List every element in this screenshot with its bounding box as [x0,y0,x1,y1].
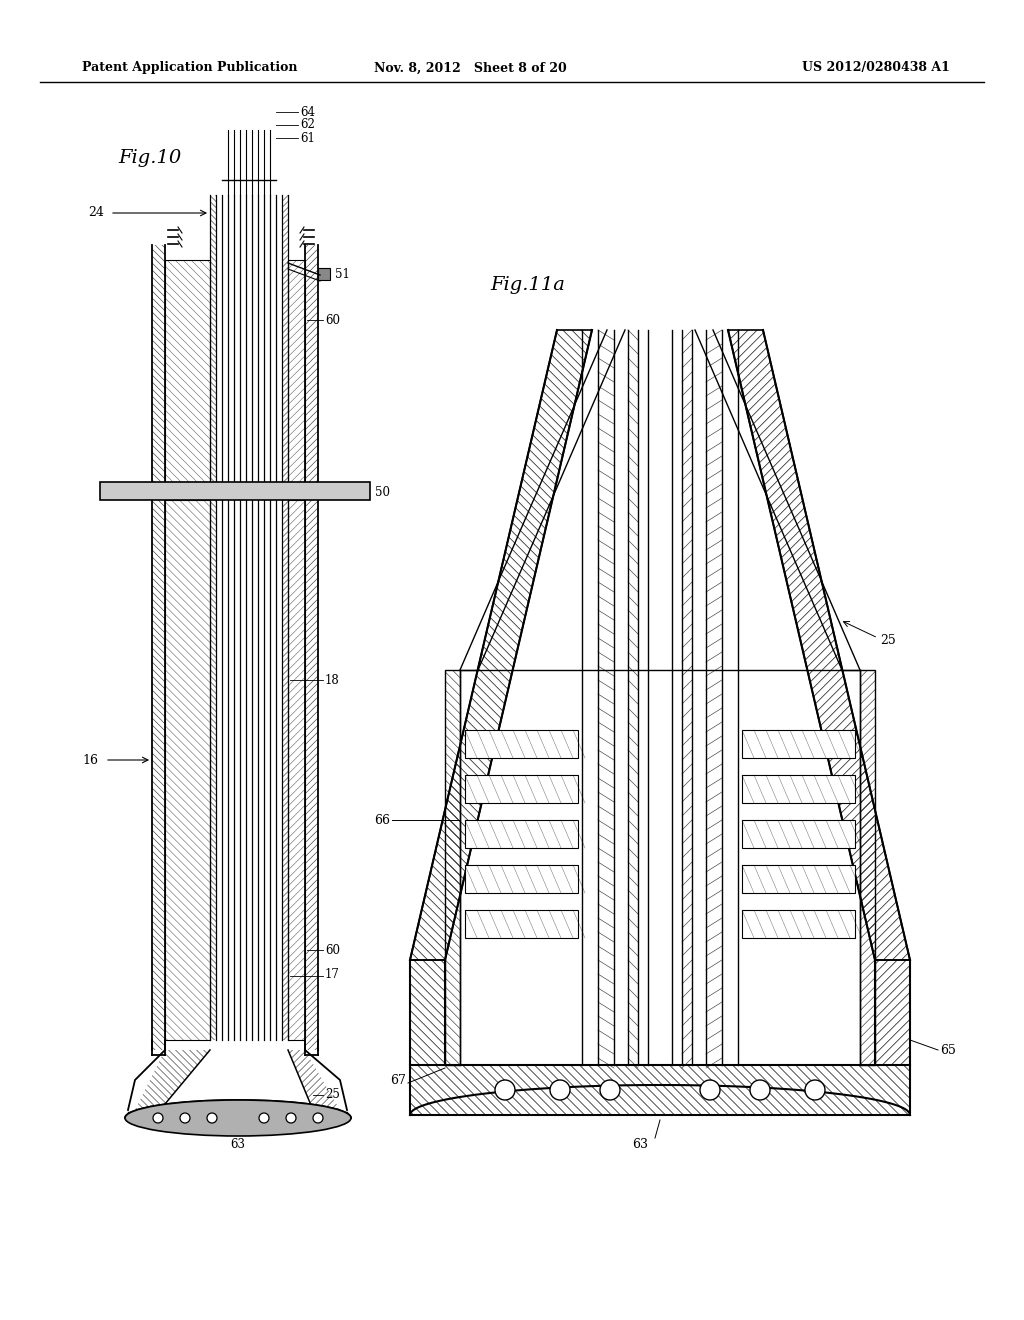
Text: 60: 60 [325,944,340,957]
Circle shape [313,1113,323,1123]
Text: Patent Application Publication: Patent Application Publication [82,62,298,74]
FancyBboxPatch shape [742,865,855,894]
Text: 25: 25 [880,634,896,647]
Circle shape [259,1113,269,1123]
FancyBboxPatch shape [465,775,578,803]
Text: US 2012/0280438 A1: US 2012/0280438 A1 [802,62,950,74]
Text: 24: 24 [88,206,103,219]
Circle shape [550,1080,570,1100]
Circle shape [207,1113,217,1123]
Text: 51: 51 [335,268,350,281]
FancyBboxPatch shape [742,820,855,847]
FancyBboxPatch shape [465,865,578,894]
FancyBboxPatch shape [742,730,855,758]
Text: 63: 63 [632,1138,648,1151]
FancyBboxPatch shape [742,775,855,803]
Text: 60: 60 [325,314,340,326]
Circle shape [700,1080,720,1100]
FancyBboxPatch shape [465,909,578,939]
Circle shape [750,1080,770,1100]
Text: Fig.11a: Fig.11a [490,276,565,294]
Circle shape [805,1080,825,1100]
FancyBboxPatch shape [100,482,370,500]
Text: 18: 18 [325,673,340,686]
Text: 67: 67 [390,1073,406,1086]
Circle shape [286,1113,296,1123]
Text: 64: 64 [300,106,315,119]
Ellipse shape [125,1100,351,1137]
Circle shape [495,1080,515,1100]
Text: 66: 66 [374,813,390,826]
FancyBboxPatch shape [318,268,330,280]
Text: 65: 65 [940,1044,955,1056]
Circle shape [600,1080,620,1100]
Text: 25: 25 [325,1089,340,1101]
Circle shape [153,1113,163,1123]
Text: Nov. 8, 2012   Sheet 8 of 20: Nov. 8, 2012 Sheet 8 of 20 [374,62,566,74]
FancyBboxPatch shape [742,909,855,939]
Text: 62: 62 [300,119,314,132]
Text: Fig.10: Fig.10 [118,149,181,168]
Text: 17: 17 [325,969,340,982]
Text: 50: 50 [375,486,390,499]
FancyBboxPatch shape [465,730,578,758]
Text: 61: 61 [300,132,314,144]
FancyBboxPatch shape [465,820,578,847]
Text: 63: 63 [230,1138,246,1151]
Circle shape [180,1113,190,1123]
Text: 16: 16 [82,754,98,767]
